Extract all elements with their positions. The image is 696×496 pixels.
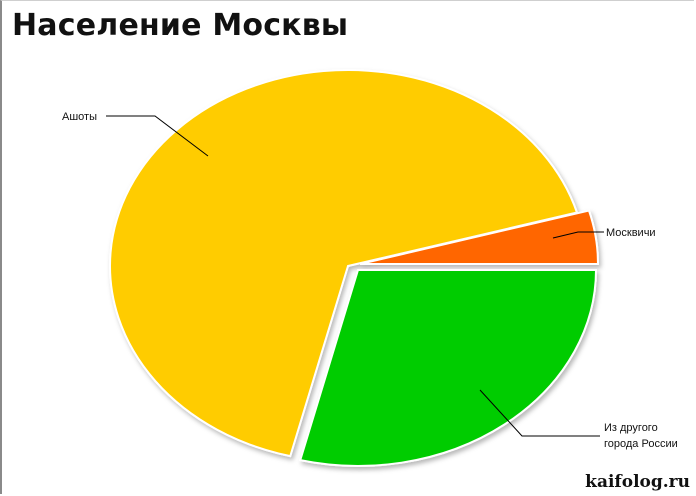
watermark: kaifolog.ru: [585, 472, 690, 492]
pie-slice-ashoty: [109, 69, 579, 458]
pie-slice-other: [298, 269, 598, 467]
leader-line-moskvichi: [552, 231, 604, 239]
slice-label-moskvichi: Москвичи: [606, 227, 656, 239]
leader-line-ashoty: [106, 115, 209, 157]
slice-label-ashoty: Ашоты: [62, 111, 97, 123]
slice-label-other-line1: Из другого: [604, 422, 658, 434]
slice-label-other-line2: города России: [604, 438, 678, 450]
leader-line-other: [479, 389, 600, 437]
pie-slice-moskvichi: [359, 209, 600, 265]
chart-title: Население Москвы: [12, 8, 349, 43]
